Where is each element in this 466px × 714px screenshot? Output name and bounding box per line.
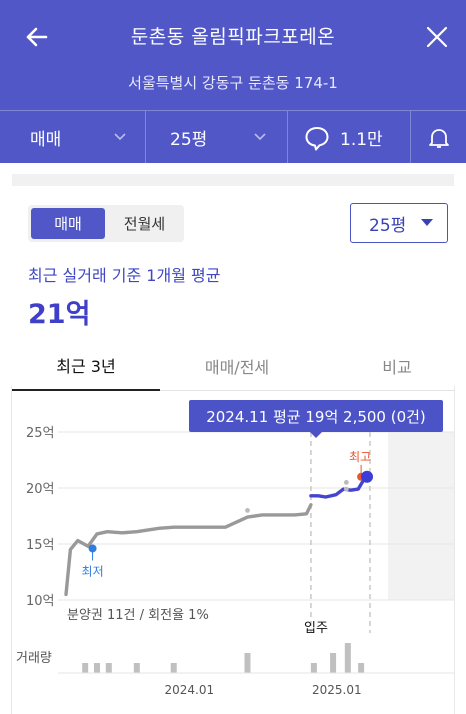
trade-type-select[interactable]: 매매: [30, 111, 140, 164]
tooltip: 2024.11 평균 19억 2,500 (0건): [189, 400, 443, 432]
trade-type-label: 매매: [30, 130, 62, 150]
chevron-down-icon: [254, 133, 266, 141]
area-select[interactable]: 25평: [170, 111, 280, 164]
tab-compare[interactable]: 비교: [382, 357, 412, 377]
volume-bar: [93, 663, 100, 673]
bell-icon[interactable]: [426, 111, 456, 164]
volume-bar: [82, 663, 89, 673]
header: 둔촌동 올림픽파크포레온 서울특별시 강동구 둔촌동 174-1 매매 25평: [0, 0, 466, 164]
volume-bar: [358, 663, 365, 673]
page-title: 둔촌동 올림픽파크포레온: [130, 26, 336, 48]
volume-label: 거래량: [16, 651, 52, 666]
divider: [287, 111, 288, 164]
volume-bar: [244, 653, 251, 673]
volume-bar: [310, 663, 317, 673]
tooltip-tail: [309, 431, 323, 438]
header-top: 둔촌동 올림픽파크포레온: [0, 0, 466, 70]
data-dot: [343, 480, 349, 485]
y-tick-label: 25억: [26, 426, 55, 441]
tab-recent-3y[interactable]: 최근 3년: [12, 340, 160, 391]
current-point: [361, 470, 374, 483]
y-tick-label: 10억: [26, 594, 55, 609]
series-history-line: [64, 503, 313, 597]
divider: [410, 111, 411, 164]
close-icon[interactable]: [422, 22, 452, 52]
tab-sale-jeonse[interactable]: 매매/전세: [204, 357, 270, 377]
segment-rent[interactable]: 전월세: [123, 215, 166, 233]
volume-bar: [105, 663, 112, 673]
trade-segment-control: 매매 전월세: [28, 205, 184, 242]
average-label: 최근 실거래 기준 1개월 평균: [28, 266, 221, 285]
future-region: [388, 432, 454, 600]
divider: [454, 386, 455, 714]
address: 서울특별시 강동구 둔촌동 174-1: [128, 74, 338, 92]
speech-bubble-icon: [305, 126, 329, 150]
volume-bar: [330, 653, 337, 673]
low-marker: [88, 544, 97, 553]
area-label: 25평: [170, 130, 208, 150]
move-in-label: 입주: [304, 621, 328, 636]
volume-bar: [133, 663, 140, 673]
series-recent-line: [309, 475, 368, 499]
y-tick-label: 15억: [26, 538, 55, 553]
divider: [11, 386, 12, 714]
volume-bar: [344, 643, 351, 673]
volume-bar: [170, 663, 177, 673]
low-marker-label: 최저: [82, 564, 104, 578]
divider: [145, 111, 146, 164]
chart-tabs: 최근 3년 매매/전세 비교: [12, 340, 454, 391]
section-divider: [12, 174, 454, 186]
data-dot: [343, 486, 349, 492]
y-tick-label: 20억: [26, 482, 55, 497]
comments-count: 1.1만: [340, 130, 383, 150]
arrow-left-icon[interactable]: [22, 22, 52, 52]
x-tick-label: 2025.01: [312, 683, 362, 697]
size-select[interactable]: 25평: [350, 203, 448, 243]
segment-sale[interactable]: 매매: [31, 208, 105, 239]
triangle-down-icon: [421, 219, 433, 226]
comments-button[interactable]: 1.1만: [304, 111, 404, 164]
high-marker-label: 최고: [349, 450, 371, 464]
header-filter-bar: 매매 25평 1.1만: [0, 110, 466, 164]
x-tick-label: 2024.01: [164, 683, 214, 697]
supply-annotation: 분양권 11건 / 회전율 1%: [67, 608, 209, 623]
size-select-label: 25평: [369, 215, 407, 236]
data-dot: [245, 508, 250, 513]
chevron-down-icon: [114, 133, 126, 141]
average-value: 21억: [28, 299, 91, 330]
